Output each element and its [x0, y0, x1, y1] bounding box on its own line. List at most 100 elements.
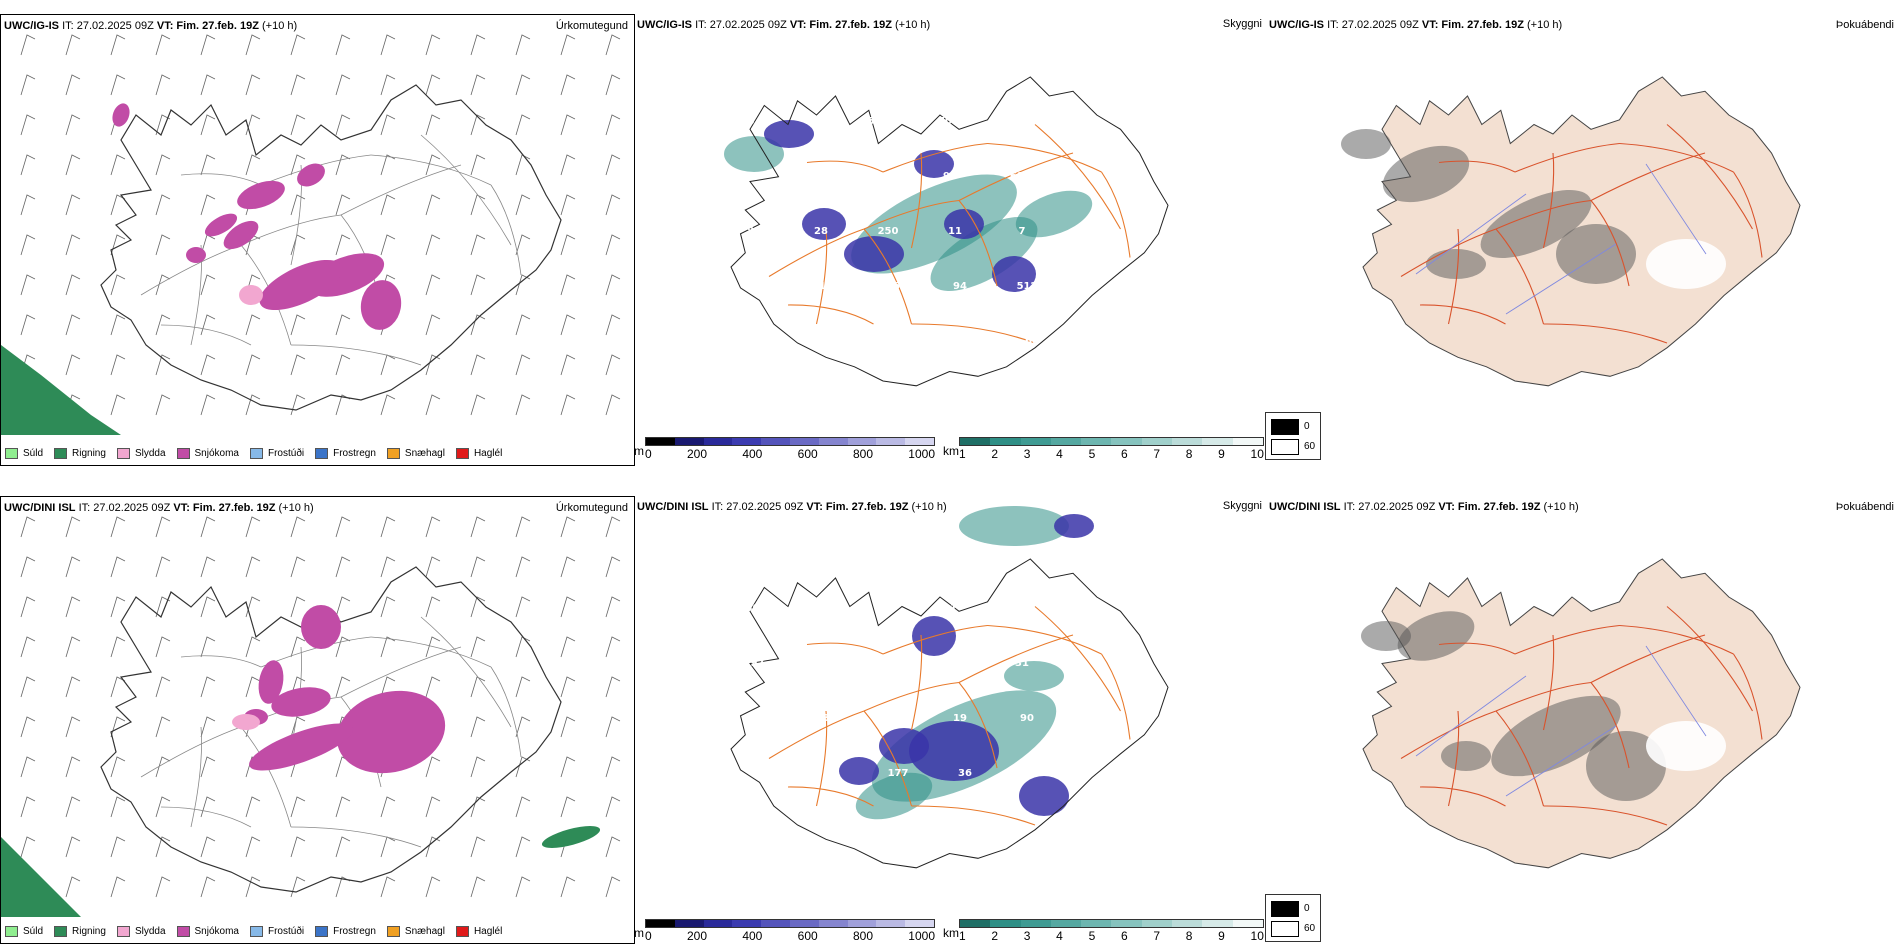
panel-title: Úrkomutegund [555, 502, 628, 514]
wind-barb [65, 676, 81, 698]
wind-barb [515, 354, 531, 376]
wind-barb [560, 876, 576, 898]
road [240, 214, 342, 246]
wind-barb [335, 556, 351, 578]
wind-barb [335, 596, 351, 618]
wind-barb [290, 74, 306, 96]
wind-barb [20, 194, 36, 216]
wind-barb [470, 194, 486, 216]
legend-swatch [386, 448, 400, 459]
road [340, 646, 462, 698]
wind-barb [245, 796, 261, 818]
wind-barb [155, 716, 171, 738]
cloud-base-value: 224 [734, 548, 755, 559]
cloud-base-value: 31 [1015, 658, 1029, 669]
precip-panel-top: UWC/IG-IS IT: 27.02.2025 09Z VT: Fim. 27… [0, 14, 635, 466]
wind-barb [200, 114, 216, 136]
tick-label: 7 [1153, 447, 1161, 461]
cloud-base-value: 198 [868, 548, 889, 559]
wind-barb [470, 676, 486, 698]
wind-barb [290, 194, 306, 216]
wind-barb [470, 796, 486, 818]
wind-barb [560, 676, 576, 698]
wind-barb [515, 556, 531, 578]
precip-areas [1, 103, 402, 435]
wind-barb [560, 74, 576, 96]
wind-barb [155, 234, 171, 256]
wind-barb [425, 876, 441, 898]
area-blob [909, 721, 999, 781]
rivers [1415, 163, 1707, 315]
cloud-base-colorbar: 0 200 400 600 800 1000 [645, 919, 935, 942]
wind-barb [335, 34, 351, 56]
wind-barb [380, 194, 396, 216]
wind-barb [110, 596, 126, 618]
wind-barb [110, 34, 126, 56]
area-blob [1015, 190, 1093, 238]
tick-label: 600 [797, 929, 818, 942]
tick-label: 8 [1185, 447, 1193, 461]
area-blob [112, 103, 130, 127]
precip-map-top [1, 34, 621, 435]
wind-barb [425, 676, 441, 698]
wind-barb [515, 596, 531, 618]
wind-barb [470, 234, 486, 256]
tick-label: 2 [991, 929, 999, 942]
legend-label: Haglél [473, 926, 503, 937]
cloud-base-value: 126 [945, 658, 966, 669]
wind-barb [155, 154, 171, 176]
cloud-base-unit: m [634, 444, 644, 458]
cloud-base-value: 28 [814, 226, 828, 237]
legend-swatch [116, 448, 130, 459]
area-blob [271, 687, 331, 717]
wind-barb [245, 354, 261, 376]
tick-label: 5 [1088, 929, 1096, 942]
road [180, 655, 262, 668]
tick-label: 400 [742, 929, 763, 942]
road [863, 710, 913, 807]
wind-barb [20, 836, 36, 858]
cloud-base-value: 66 [1025, 336, 1039, 347]
panel-title: Skyggni [1222, 18, 1262, 30]
road [768, 710, 865, 759]
wind-barb [65, 314, 81, 336]
wind-barb [245, 114, 261, 136]
wind-barb [380, 676, 396, 698]
cloud-base-value: 437 [816, 713, 837, 724]
wind-barb [200, 596, 216, 618]
tick-label: 1 [959, 447, 966, 461]
wind-barb [335, 354, 351, 376]
cloud-base-value: 14 [752, 281, 766, 292]
wind-barb [335, 154, 351, 176]
wind-barb [605, 314, 621, 336]
legend-label: Frostregn [333, 926, 376, 937]
wind-barb [515, 74, 531, 96]
area-blob [1019, 776, 1069, 816]
legend-item: Snæhagl [386, 448, 445, 459]
precip-type-legend: Súld Rigning Slydda Snjókoma Frostúði Frostre… [5, 926, 502, 937]
sky-panel-top: 108 69 540 70 61 59 76 80 99 61 85 28 250 11 7 14 16 86 94… [634, 14, 1266, 464]
precip-panel-bottom: UWC/DINI ISL IT: 27.02.2025 09Z VT: Fim.… [0, 496, 635, 944]
iceland-outline [100, 566, 562, 893]
wind-barb [20, 114, 36, 136]
wind-barb [425, 154, 441, 176]
legend-item: Súld [5, 926, 43, 937]
wind-barb [425, 114, 441, 136]
road [815, 228, 828, 325]
wind-barb [65, 234, 81, 256]
wind-barb [290, 636, 306, 658]
panel-header: UWC/IG-IS IT: 27.02.2025 09Z VT: Fim. 27… [4, 20, 298, 32]
wind-barb [380, 154, 396, 176]
tick-label: 600 [797, 447, 818, 461]
cloud-base-value: 177 [888, 768, 909, 779]
area-blob [944, 209, 984, 239]
area-blob [249, 723, 353, 771]
area-blob [1586, 731, 1666, 801]
wind-barb [155, 516, 171, 538]
wind-barb [290, 556, 306, 578]
road [1619, 142, 1734, 173]
fog-index-areas [1361, 611, 1726, 801]
road [1514, 624, 1620, 655]
road [1542, 634, 1555, 731]
cloud-base-areas [764, 120, 1036, 292]
